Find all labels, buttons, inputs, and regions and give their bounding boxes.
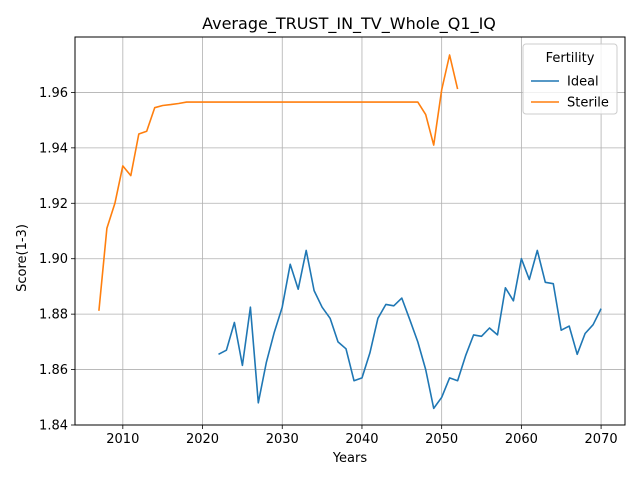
legend-title: Fertility	[546, 51, 595, 66]
y-tick-label: 1.94	[39, 141, 68, 156]
legend-box	[522, 43, 618, 115]
y-tick-label: 1.92	[39, 197, 68, 212]
y-tick-label: 1.90	[39, 252, 68, 267]
y-tick-label: 1.84	[39, 419, 68, 434]
plot-frame	[74, 36, 626, 426]
y-tick-label: 1.96	[39, 86, 68, 101]
legend-items: Ideal Sterile	[531, 75, 609, 111]
axis-ticks: 2010 2020 2030 2040 2050 2060 2070 1.84 1.86 1.88…	[39, 86, 618, 447]
y-tick-label: 1.88	[39, 308, 68, 323]
y-axis-label: Score(1-3)	[15, 224, 30, 292]
x-tick-label: 2010	[106, 432, 139, 447]
x-tick-label: 2050	[425, 432, 458, 447]
x-tick-label: 2040	[345, 432, 378, 447]
legend-label-sterile: Sterile	[567, 96, 609, 111]
x-tick-label: 2020	[186, 432, 219, 447]
x-axis-label: Years	[332, 451, 368, 466]
series-line-sterile	[98, 54, 459, 311]
legend-label-ideal: Ideal	[567, 75, 599, 90]
series-line-ideal	[218, 249, 602, 410]
x-tick-label: 2060	[505, 432, 538, 447]
x-tick-label: 2070	[585, 432, 618, 447]
legend: Fertility Ideal Sterile	[522, 43, 618, 115]
x-tick-label: 2030	[266, 432, 299, 447]
series-lines	[98, 54, 602, 410]
y-tick-label: 1.86	[39, 363, 68, 378]
chart-title: Average_TRUST_IN_TV_Whole_Q1_IQ	[202, 14, 496, 34]
